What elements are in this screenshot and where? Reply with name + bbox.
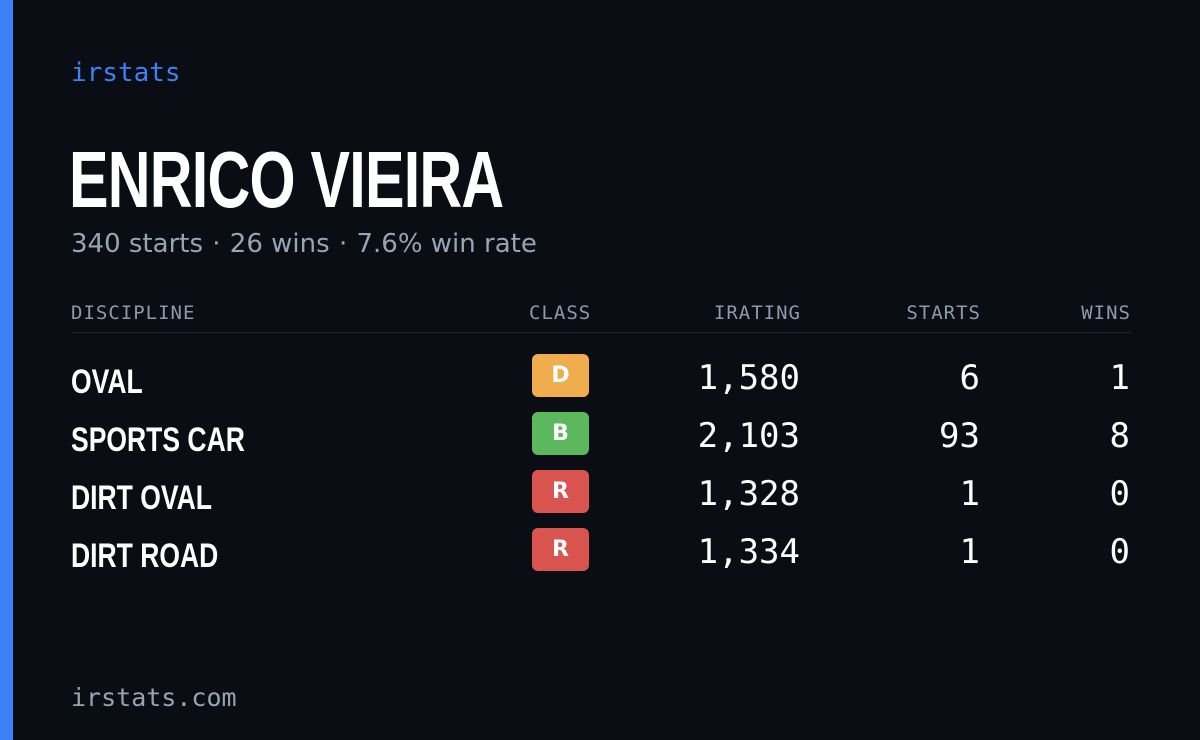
wins-value: 1 xyxy=(1109,358,1130,398)
summary-separator: · xyxy=(338,229,348,259)
header-class: CLASS xyxy=(529,302,592,324)
starts-value: 93 xyxy=(939,416,980,456)
table-header: DISCIPLINE CLASS IRATING STARTS WINS xyxy=(71,296,1131,333)
discipline-name: DIRT OVAL xyxy=(71,479,212,517)
discipline-name: OVAL xyxy=(71,363,143,401)
header-irating: IRATING xyxy=(713,302,801,324)
irating-value: 2,103 xyxy=(697,416,800,456)
irating-value: 1,580 xyxy=(697,358,800,398)
license-class-badge: R xyxy=(532,470,589,513)
license-class-badge: D xyxy=(532,354,589,397)
irating-value: 1,328 xyxy=(697,474,800,514)
irating-value: 1,334 xyxy=(697,532,800,572)
license-class-badge: R xyxy=(532,528,589,571)
accent-bar xyxy=(0,0,13,740)
footer-site-url: irstats.com xyxy=(71,683,237,712)
driver-summary: 340 starts · 26 wins · 7.6% win rate xyxy=(71,226,537,262)
starts-value: 6 xyxy=(959,358,980,398)
discipline-name: SPORTS CAR xyxy=(71,421,245,459)
wins-value: 0 xyxy=(1109,474,1130,514)
discipline-name: DIRT ROAD xyxy=(71,537,219,575)
wins-value: 8 xyxy=(1109,416,1130,456)
summary-starts: 340 starts xyxy=(71,229,203,259)
header-starts: STARTS xyxy=(906,302,981,324)
summary-separator: · xyxy=(212,229,221,259)
license-class-badge: B xyxy=(532,412,589,455)
table-row: OVAL D 1,580 6 1 xyxy=(71,354,1131,412)
summary-win-rate: 7.6% win rate xyxy=(356,229,537,259)
header-wins: WINS xyxy=(1081,302,1131,324)
brand-logo-text: irstats xyxy=(71,58,181,88)
header-discipline: DISCIPLINE xyxy=(71,302,196,324)
driver-name: ENRICO VIEIRA xyxy=(69,135,504,224)
discipline-stats-table: DISCIPLINE CLASS IRATING STARTS WINS OVA… xyxy=(71,296,1131,575)
starts-value: 1 xyxy=(959,474,980,514)
table-row: DIRT OVAL R 1,328 1 0 xyxy=(71,470,1131,528)
table-row: DIRT ROAD R 1,334 1 0 xyxy=(71,528,1131,586)
wins-value: 0 xyxy=(1109,532,1130,572)
summary-wins: 26 wins xyxy=(229,229,330,259)
starts-value: 1 xyxy=(959,532,980,572)
table-row: SPORTS CAR B 2,103 93 8 xyxy=(71,412,1131,470)
